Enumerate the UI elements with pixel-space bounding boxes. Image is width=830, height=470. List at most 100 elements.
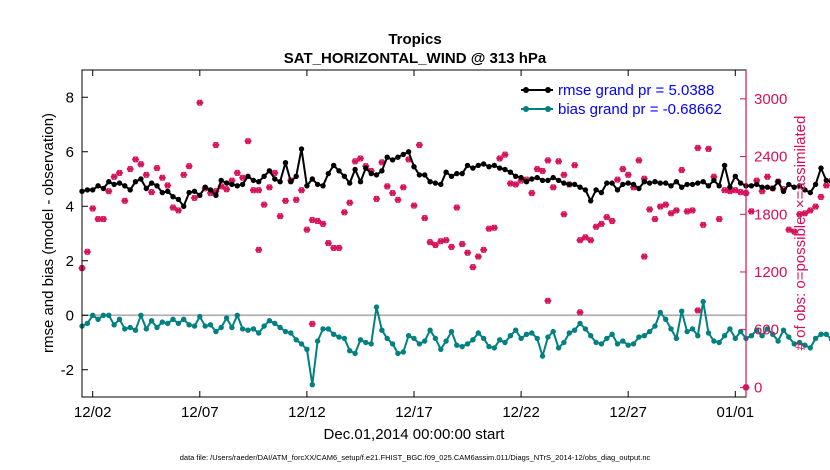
rmse-point	[737, 180, 744, 186]
obs-possible-marker	[732, 187, 739, 194]
bias-point	[416, 341, 423, 347]
rmse-point	[518, 174, 524, 181]
legend-bias-marker-right	[545, 106, 551, 112]
rmse-point	[304, 183, 310, 189]
obs-point	[490, 224, 498, 231]
rmse-point	[298, 146, 305, 152]
obs-possible-marker	[528, 190, 535, 197]
bias-point	[175, 320, 182, 327]
obs-point	[512, 181, 520, 188]
y-axis-right: 0 600 1200 1800 2400 3000	[740, 70, 787, 397]
rmse-point	[448, 173, 455, 179]
rmse-point	[261, 173, 267, 179]
bias-point	[432, 335, 439, 342]
bias-point	[347, 348, 353, 354]
bias-point	[780, 327, 787, 333]
rmse-point	[561, 180, 567, 186]
y-axis-left: -2 0 2 4 6 8	[61, 89, 88, 379]
rmse-point	[786, 181, 792, 188]
obs-point	[180, 171, 188, 179]
y-left-tick-label: 4	[66, 198, 74, 215]
obs-possible-marker	[475, 253, 482, 260]
bias-point	[518, 335, 524, 342]
obs-possible-marker	[84, 248, 91, 255]
rmse-point	[288, 179, 294, 185]
obs-possible-marker	[448, 243, 455, 251]
x-axis-label: Dec.01,2014 00:00:00 start	[324, 426, 506, 443]
rmse-point	[534, 174, 540, 181]
obs-point	[116, 169, 123, 177]
obs-possible-marker	[309, 320, 316, 328]
obs-possible-marker	[277, 213, 284, 220]
rmse-point	[598, 189, 605, 196]
obs-point-extra	[640, 253, 648, 260]
rmse-point	[459, 170, 465, 177]
bias-point	[737, 328, 744, 335]
obs-point	[432, 241, 439, 249]
rmse-point	[679, 184, 685, 190]
obs-point	[464, 249, 471, 256]
obs-possible-marker	[137, 161, 145, 168]
obs-point	[373, 195, 380, 203]
obs-possible-marker	[389, 190, 396, 197]
obs-possible-marker	[550, 184, 557, 191]
obs-possible-marker	[244, 138, 252, 145]
obs-point	[528, 189, 536, 197]
rmse-point	[293, 173, 299, 179]
bias-point	[363, 339, 369, 346]
bias-point	[293, 337, 299, 343]
obs-point	[292, 196, 300, 204]
obs-point	[549, 184, 557, 191]
rmse-point	[636, 185, 642, 192]
rmse-point	[823, 177, 829, 184]
obs-possible-marker	[598, 220, 605, 227]
obs-point	[453, 204, 461, 211]
rmse-point	[256, 179, 262, 185]
obs-point	[571, 162, 579, 169]
x-tick-label: 12/27	[609, 404, 647, 421]
bias-point	[127, 324, 133, 331]
rmse-point	[802, 187, 808, 193]
obs-point	[731, 187, 739, 194]
legend: rmse grand pr = 5.0388 bias grand pr = -…	[521, 82, 722, 118]
rmse-point	[331, 162, 337, 169]
obs-possible-marker	[432, 241, 439, 249]
obs-possible-marker	[373, 195, 380, 202]
bias-point	[588, 333, 594, 339]
obs-point	[174, 207, 182, 214]
obs-possible-marker	[453, 204, 460, 211]
x-tick-label: 12/07	[181, 404, 219, 421]
bias-point	[459, 343, 465, 350]
rmse-point	[764, 184, 771, 190]
bias-point	[229, 324, 235, 331]
bias-point	[775, 338, 781, 344]
bias-point	[673, 335, 680, 342]
obs-point	[148, 188, 156, 196]
bias-point	[539, 353, 546, 359]
obs-possible-marker	[180, 171, 187, 178]
bias-point	[159, 319, 165, 325]
obs-point	[137, 161, 145, 168]
obs-point	[442, 237, 450, 244]
obs-possible-marker	[319, 220, 327, 227]
obs-point	[560, 171, 568, 179]
bias-point	[555, 345, 562, 351]
obs-possible-marker	[801, 210, 809, 217]
obs-point	[480, 246, 488, 254]
obs-point	[608, 217, 616, 225]
obs-point	[796, 211, 803, 218]
rmse-point	[705, 183, 712, 189]
obs-point	[699, 221, 707, 229]
rmse-point	[277, 179, 283, 185]
bias-point	[277, 324, 283, 331]
obs-possible-marker	[303, 226, 311, 233]
rmse-point	[812, 181, 819, 188]
bias-point	[523, 331, 530, 337]
rmse-point	[582, 187, 589, 193]
y-right-tick-label: 1800	[754, 206, 787, 223]
bias-point	[341, 335, 348, 342]
rmse-point	[170, 194, 176, 200]
rmse-point	[132, 179, 139, 185]
obs-point	[324, 239, 332, 247]
